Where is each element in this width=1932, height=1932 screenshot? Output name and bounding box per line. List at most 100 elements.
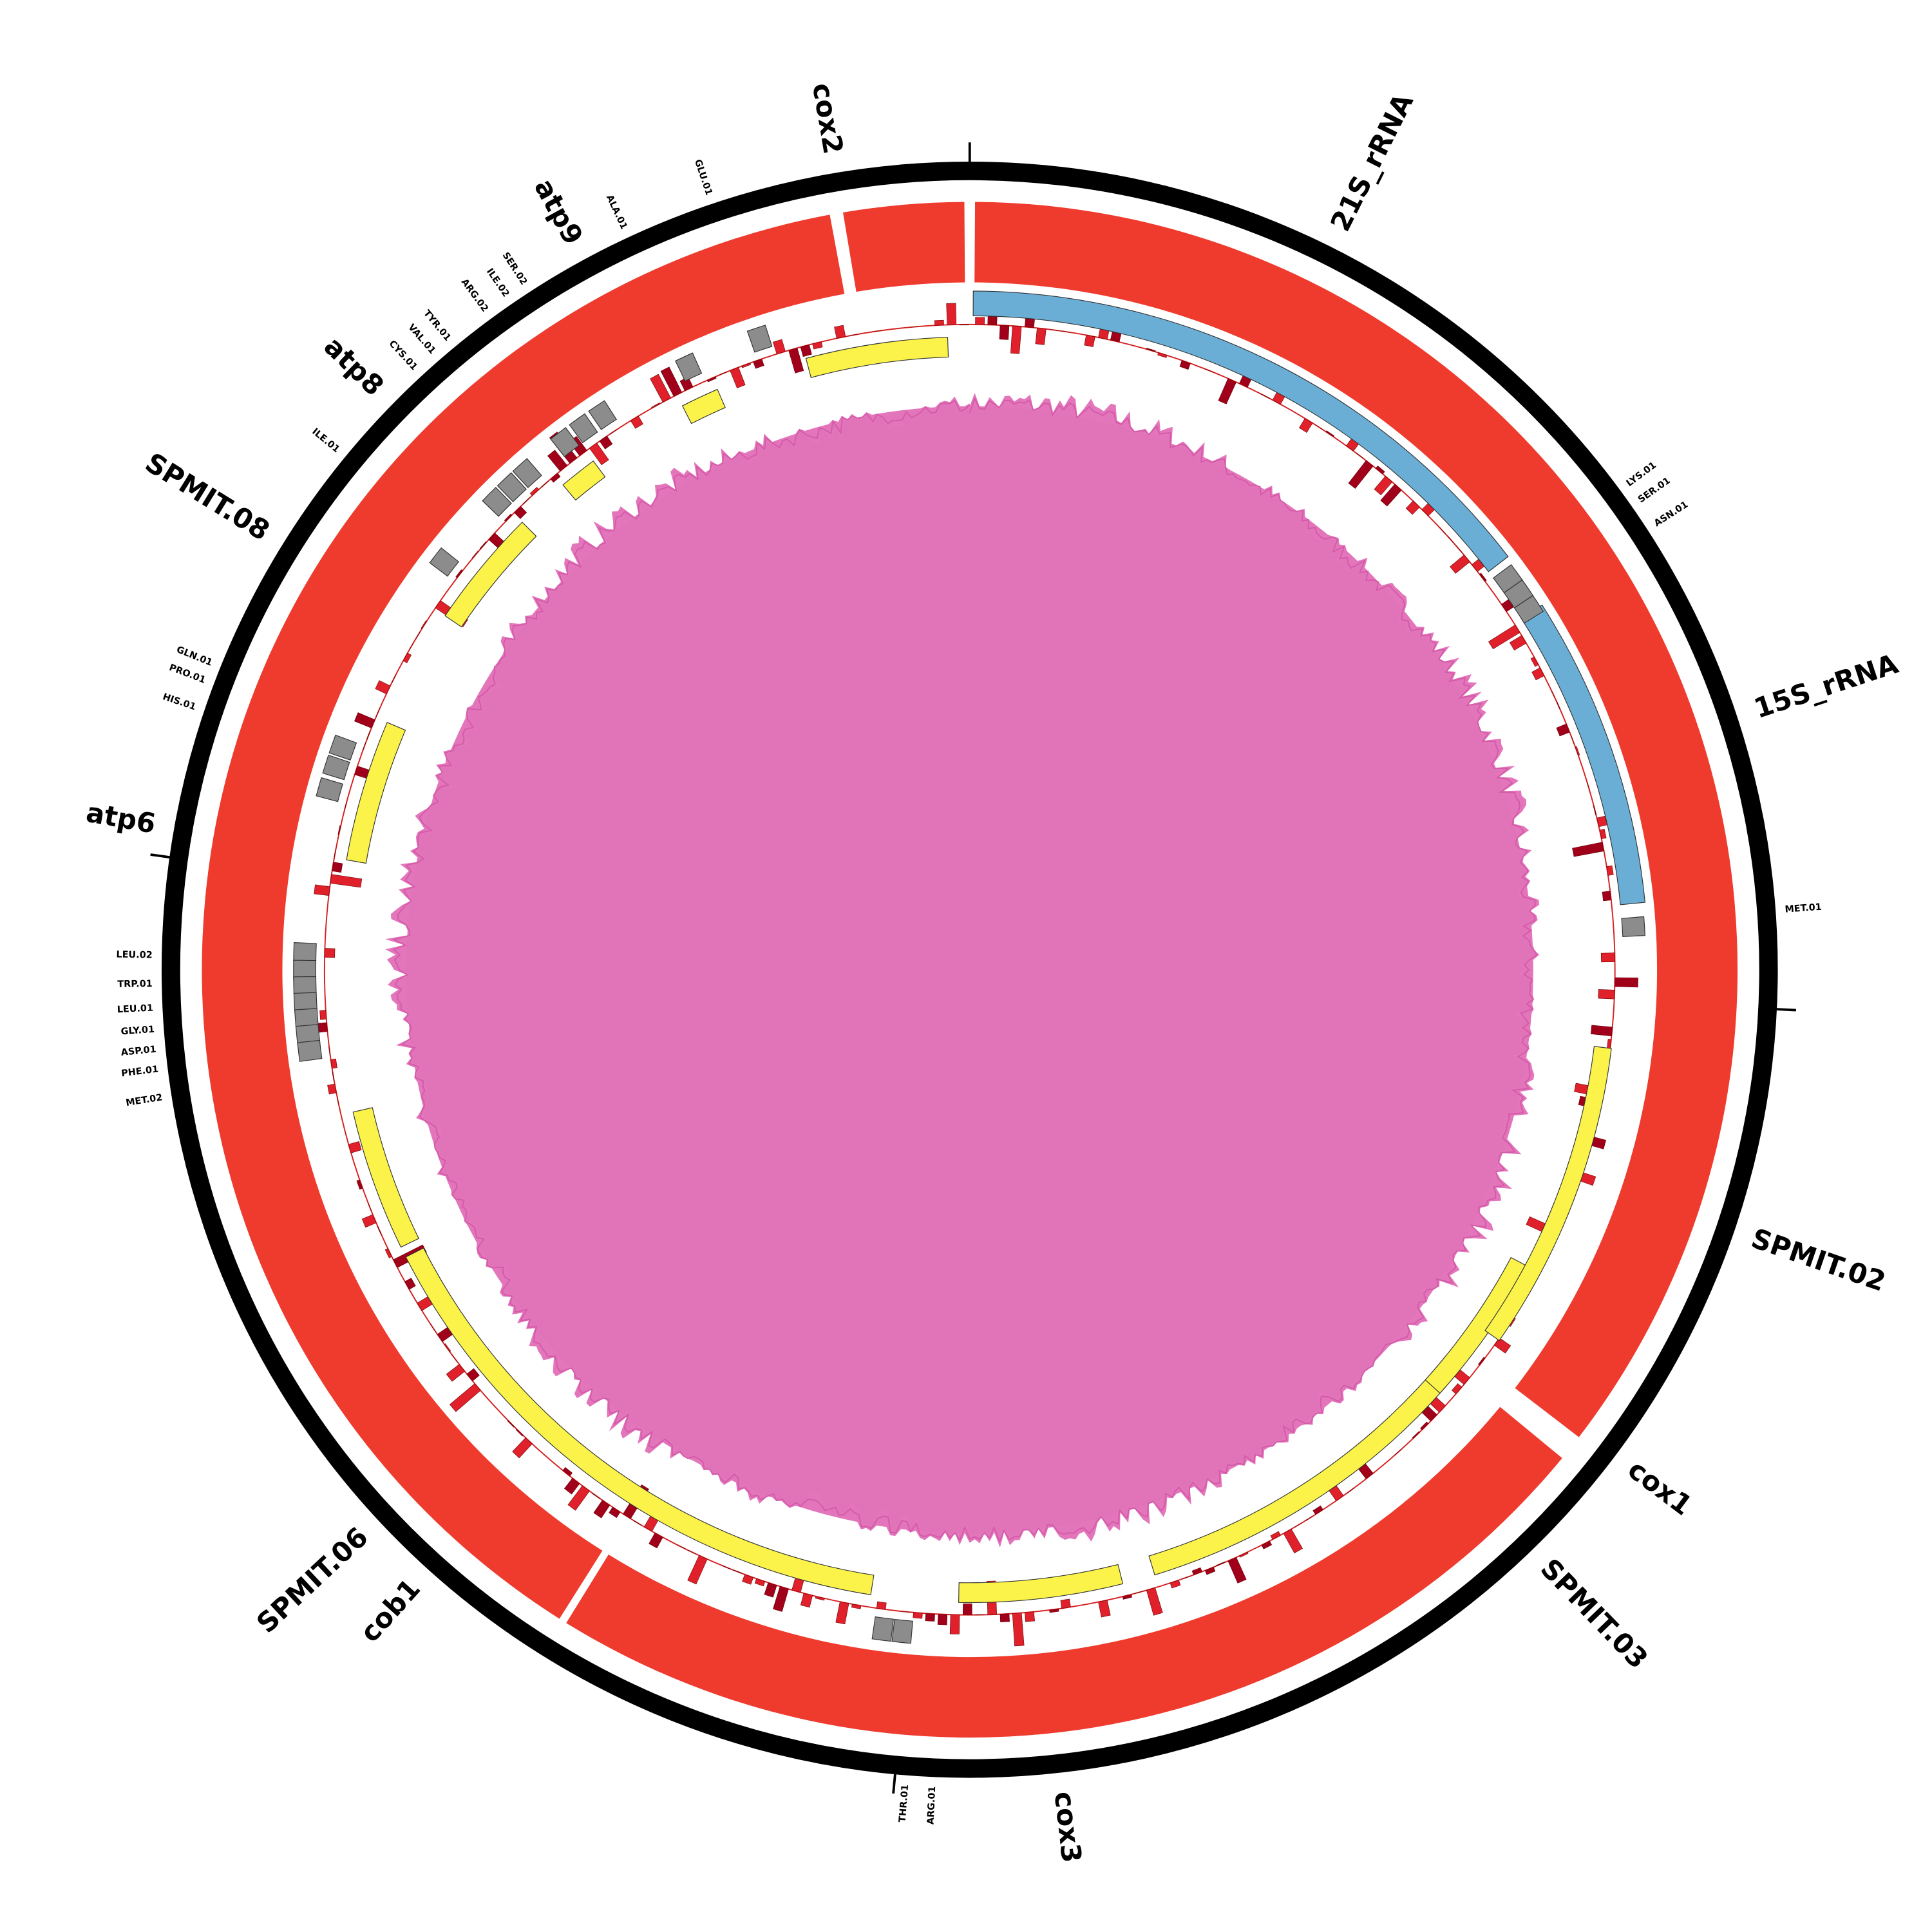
cds-block (352, 1107, 419, 1248)
trna-block (550, 427, 580, 457)
coverage-bar (314, 884, 330, 896)
coverage-bar (1570, 735, 1575, 744)
coverage-bar (753, 358, 764, 369)
coverage-bar (455, 569, 463, 578)
coverage-bar (1450, 554, 1470, 574)
coverage-bar (324, 948, 336, 958)
coverage-bar (591, 1492, 600, 1499)
coverage-bar (1600, 952, 1615, 963)
trna-block (588, 400, 618, 430)
coverage-bar (718, 372, 728, 376)
coverage-bar (1270, 1531, 1281, 1540)
coverage-bar (514, 506, 527, 519)
tracks (150, 142, 1796, 1794)
coverage-bar (676, 1544, 685, 1549)
coverage-bar (1593, 806, 1596, 815)
cds-block (346, 722, 406, 864)
coverage-bar (1122, 1594, 1133, 1600)
coverage-bar (1239, 1551, 1249, 1558)
trna-block (1513, 594, 1544, 624)
trna-label: ASP.01 (120, 1045, 156, 1058)
coverage-bar (1556, 723, 1570, 737)
coverage-bar (630, 415, 643, 429)
coverage-bar (564, 1477, 580, 1495)
gene-label: cox3 (1048, 1790, 1088, 1864)
coverage-bar (835, 1601, 849, 1625)
coverage-bar (332, 1071, 335, 1081)
coverage-bar (1227, 1557, 1247, 1584)
coverage-bar (1179, 360, 1191, 370)
coverage-bar (876, 1601, 887, 1610)
coverage-bar (1420, 1421, 1429, 1430)
ring-tick (1767, 1007, 1796, 1012)
gene-label: atp9 (528, 174, 589, 251)
trna-block (429, 547, 460, 577)
gene-label: atp6 (84, 797, 158, 840)
coverage-bar (934, 319, 944, 326)
coverage-bar (1035, 328, 1046, 345)
coverage-bar (1181, 1575, 1191, 1580)
trna-block (871, 1616, 894, 1642)
coverage-bar (504, 513, 513, 522)
trna-label: PHE.01 (120, 1065, 159, 1079)
coverage-bar (1216, 1561, 1226, 1566)
coverage-bar (999, 1613, 1010, 1623)
coverage-bar (354, 712, 375, 728)
trna-block (497, 472, 527, 502)
coverage-bar (466, 1368, 480, 1381)
coverage-bar (773, 1586, 789, 1612)
coverage-bar (1025, 1611, 1036, 1622)
coverage-bar (430, 1323, 436, 1332)
coverage-bar (1298, 418, 1313, 433)
coverage-bar (1312, 1505, 1323, 1515)
trna-label: SER.02 (500, 251, 529, 287)
coverage-bar (512, 1437, 533, 1459)
coverage-bar (348, 1141, 362, 1153)
coverage-bar (851, 1604, 862, 1609)
rrna-block (1520, 604, 1646, 905)
coverage-bar (1479, 573, 1487, 582)
red-segment (566, 1406, 1562, 1738)
coverage-bar (1602, 891, 1612, 902)
coverage-bar (330, 874, 363, 888)
coverage-bar (402, 652, 412, 663)
coverage-bar (1509, 635, 1527, 651)
coverage-bar (1010, 325, 1022, 354)
trna-label: PRO.01 (167, 663, 207, 686)
cds-block (681, 388, 726, 424)
gene-label: SPMIT.08 (140, 446, 275, 547)
trna-label: ALA.01 (604, 193, 629, 231)
trna-label: HIS.01 (161, 692, 197, 712)
coverage-bar (1590, 1025, 1613, 1037)
coverage-bar (1530, 656, 1539, 667)
coverage-bar (913, 1612, 923, 1619)
coverage-bar (815, 1596, 825, 1601)
coverage-bar (1455, 545, 1463, 553)
coverage-bar (1551, 690, 1555, 699)
gene-label: SPMIT.02 (1747, 1222, 1889, 1298)
coverage-bar (529, 487, 540, 496)
coverage-bar (1191, 1567, 1202, 1575)
coverage-bar (522, 497, 530, 505)
coverage-bar (1294, 1522, 1303, 1528)
coverage-bar (1394, 1449, 1402, 1455)
coverage-bar (1575, 746, 1580, 756)
coverage-bar (1218, 378, 1237, 404)
coverage-bar (764, 1582, 777, 1598)
coverage-bar (1572, 842, 1604, 857)
coverage-bar (1170, 1580, 1181, 1589)
coverage-bar (742, 1574, 754, 1585)
gc-fill (385, 393, 1540, 1548)
coverage-bar (609, 1506, 621, 1519)
coverage-bar (1615, 977, 1638, 988)
coverage-bar (1488, 624, 1520, 650)
trna-label: ARG.02 (459, 277, 490, 314)
coverage-bar (366, 730, 371, 740)
coverage-bar (567, 1485, 590, 1511)
coverage-bar (1478, 1356, 1486, 1366)
cds-block (444, 522, 537, 628)
coverage-bar (1348, 460, 1374, 489)
trna-block (297, 1039, 323, 1062)
coverage-bar (660, 366, 683, 397)
